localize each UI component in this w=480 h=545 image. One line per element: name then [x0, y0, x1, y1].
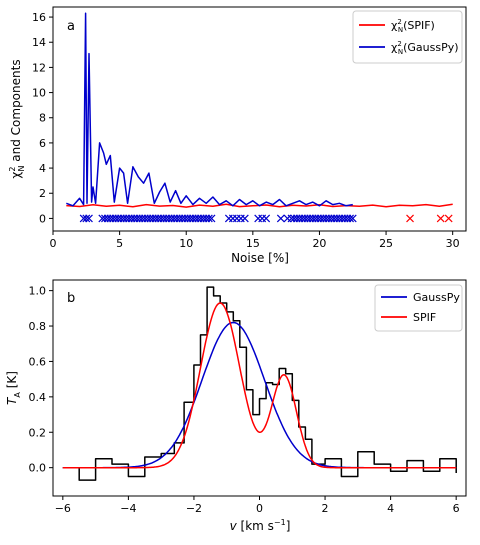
- spif-components-markers: [406, 214, 453, 223]
- x-tick-label: 25: [379, 237, 393, 250]
- panel-b-x-axis-label: v [km s−1]: [230, 518, 291, 533]
- component-marker: [240, 214, 249, 223]
- component-marker: [283, 214, 292, 223]
- x-tick-label: 0: [50, 237, 57, 250]
- panel-a-x-ticks: 0 5 10 15 20 25 30: [50, 231, 460, 250]
- x-tick-label: −2: [186, 502, 202, 515]
- y-tick-label: 1.0: [29, 285, 47, 298]
- panel-b-frame: [52, 279, 467, 497]
- panel-b-legend: GaussPy SPIF: [374, 284, 463, 332]
- panel-a-x-axis-label: Noise [%]: [231, 251, 289, 265]
- component-marker: [436, 214, 445, 223]
- panel-b-label: b: [67, 291, 75, 306]
- y-tick-label: 0.0: [29, 462, 47, 475]
- x-tick-label: 10: [179, 237, 193, 250]
- x-tick-label: 6: [453, 502, 460, 515]
- panel-a-frame: [52, 6, 467, 232]
- y-tick-label: 0.6: [29, 355, 47, 368]
- component-marker: [258, 214, 267, 223]
- component-marker: [85, 214, 93, 223]
- y-tick-label: 6: [39, 137, 46, 150]
- y-tick-label: 0.8: [29, 320, 47, 333]
- spectrum-line: [62, 286, 457, 481]
- component-marker: [232, 214, 241, 223]
- y-tick-label: 10: [32, 87, 46, 100]
- component-marker: [228, 214, 237, 223]
- y-tick-label: 2: [39, 187, 46, 200]
- x-tick-label: −6: [55, 502, 71, 515]
- panel-b: −6 −4 −2 0 2 4 6 0.0 0.2 0.4 0.6 0.8 1.0 b v [km s−…: [5, 279, 467, 533]
- panel-b-y-ticks: 0.0 0.2 0.4 0.6 0.8 1.0: [29, 285, 53, 475]
- component-marker: [224, 214, 233, 223]
- y-tick-label: 16: [32, 11, 46, 24]
- x-tick-label: 20: [312, 237, 326, 250]
- panel-b-x-ticks: −6 −4 −2 0 2 4 6: [55, 496, 460, 515]
- legend-a-gausspy-label: χ2 N(GaussPy): [391, 40, 459, 56]
- x-tick-label: 4: [387, 502, 394, 515]
- n-gausspy-line: [66, 12, 353, 207]
- legend-b-spif-label: SPIF: [413, 311, 436, 324]
- panel-a-y-axis-label: χ2N and Components: [8, 59, 26, 178]
- panel-b-y-axis-label: TA [K]: [5, 371, 22, 405]
- panel-a-y-ticks: 0 2 4 6 8 10 12 14 16: [32, 11, 53, 225]
- y-tick-label: 0.4: [29, 391, 47, 404]
- component-marker: [346, 214, 355, 223]
- y-label-superscript: 2: [8, 167, 17, 172]
- panel-a-legend: χ2 N(SPIF) χ2 N(GaussPy): [352, 10, 463, 64]
- gausspy-line: [62, 321, 457, 469]
- component-marker: [348, 214, 357, 223]
- x-tick-label: 5: [116, 237, 123, 250]
- component-marker: [276, 214, 285, 223]
- component-marker: [207, 214, 216, 223]
- panel-a-label: a: [67, 19, 75, 34]
- y-tick-label: 14: [32, 36, 46, 49]
- y-tick-label: 0.2: [29, 426, 47, 439]
- component-marker: [406, 214, 414, 223]
- spif-line: [62, 302, 457, 469]
- y-label-subscript: N: [17, 166, 26, 172]
- y-tick-label: 8: [39, 112, 46, 125]
- component-marker: [204, 214, 213, 223]
- x-tick-label: −4: [120, 502, 136, 515]
- component-marker: [82, 214, 91, 223]
- legend-b-gausspy-label: GaussPy: [413, 291, 460, 304]
- y-tick-label: 0: [39, 212, 46, 225]
- component-marker: [254, 214, 263, 223]
- x-tick-label: 30: [446, 237, 460, 250]
- legend-a-spif-label: χ2 N(SPIF): [391, 18, 435, 34]
- y-tick-label: 12: [32, 61, 46, 74]
- gausspy-components-markers: [79, 214, 357, 223]
- component-marker: [262, 214, 271, 223]
- x-tick-label: 2: [322, 502, 329, 515]
- x-tick-label: 0: [256, 502, 263, 515]
- panel-a: 0 5 10 15 20 25 30 0 2 4 6 8 10 12 14 16 a Noise [%] χ…: [8, 6, 467, 265]
- component-marker: [236, 214, 245, 223]
- component-marker: [444, 214, 453, 223]
- y-tick-label: 4: [39, 162, 46, 175]
- x-tick-label: 15: [246, 237, 260, 250]
